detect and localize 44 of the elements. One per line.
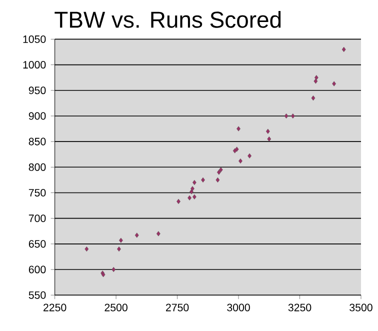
point [192, 194, 196, 200]
point [117, 246, 121, 252]
y-tick-label: 750 [28, 188, 46, 197]
point [156, 231, 160, 236]
point [84, 246, 89, 252]
point [248, 153, 252, 158]
y-tick-label: 950 [28, 86, 46, 94]
x-tick-label: 3250 [288, 304, 312, 312]
point [284, 113, 288, 118]
point [218, 167, 223, 172]
y-tick-label: 1000 [23, 61, 46, 69]
point [311, 96, 316, 101]
chart-title: TBW vs. Runs Scored [54, 10, 281, 28]
point [119, 238, 123, 243]
point [267, 136, 272, 142]
point [112, 266, 116, 272]
point [190, 186, 194, 192]
point [266, 128, 270, 134]
point [176, 198, 180, 204]
point [217, 170, 221, 175]
x-tick-label: 2750 [166, 304, 189, 312]
point [314, 78, 318, 84]
x-tick-label: 3000 [227, 304, 250, 312]
point [216, 177, 220, 182]
x-tick-label: 3500 [350, 304, 372, 312]
x-tick-label: 2500 [104, 304, 128, 312]
point [342, 46, 346, 52]
point [314, 75, 318, 80]
x-tick-label: 2250 [44, 304, 66, 312]
y-tick-label: 800 [28, 163, 46, 171]
point [188, 195, 192, 200]
y-tick-label: 600 [28, 266, 46, 274]
point [234, 146, 239, 152]
point [134, 232, 139, 238]
point [201, 177, 205, 182]
y-tick-label: 550 [28, 291, 46, 299]
point [290, 113, 295, 118]
point [332, 81, 336, 86]
y-tick-label: 1050 [23, 35, 46, 43]
point [236, 126, 240, 132]
y-tick-label: 700 [28, 214, 46, 222]
y-tick-label: 650 [28, 240, 46, 248]
y-tick-label: 850 [28, 138, 46, 146]
y-tick-label: 900 [28, 112, 46, 120]
